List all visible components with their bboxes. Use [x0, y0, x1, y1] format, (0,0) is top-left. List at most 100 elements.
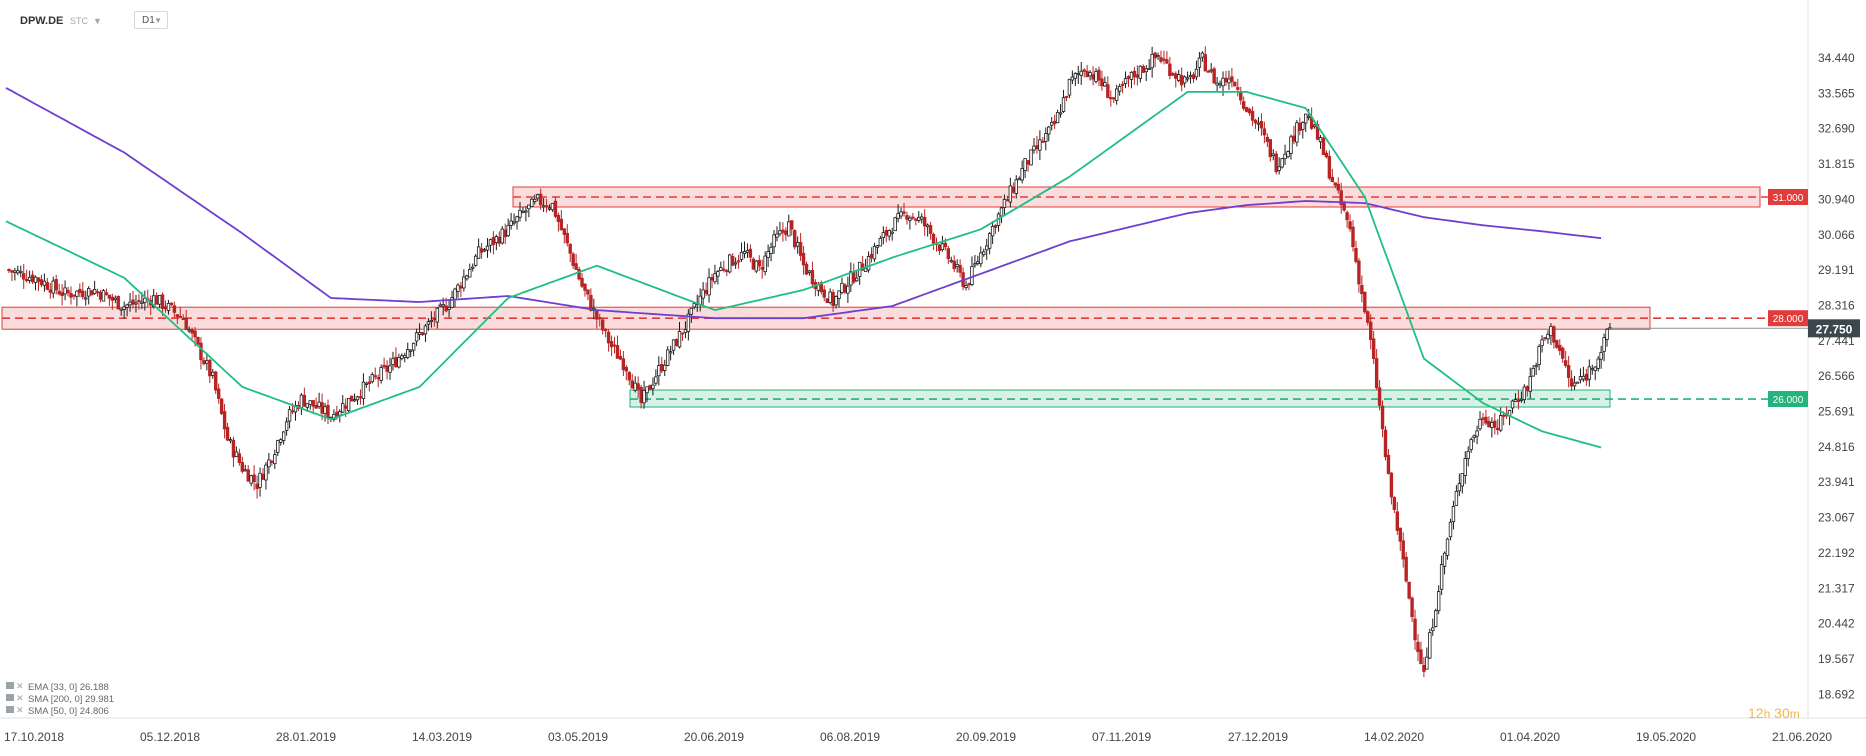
level-tag-label: 26.000: [1773, 395, 1804, 406]
candle-body: [1141, 66, 1145, 73]
candle-body: [905, 215, 909, 220]
chevron-down-icon: ▼: [154, 16, 162, 25]
symbol-label[interactable]: DPW.DE: [20, 15, 64, 27]
candle-body: [719, 267, 723, 271]
candle-body: [1605, 328, 1609, 340]
candle-body: [290, 410, 295, 413]
candle-body: [1286, 151, 1290, 158]
candle-body: [571, 253, 575, 266]
candle-body: [1055, 111, 1060, 124]
candle-body: [931, 233, 936, 244]
candle-body: [837, 290, 841, 299]
candle-body: [1250, 111, 1255, 121]
candle-body: [1047, 126, 1051, 135]
candle-body: [565, 232, 569, 244]
candle-body: [917, 216, 921, 221]
candle-body: [869, 253, 874, 259]
candle-body: [163, 306, 168, 310]
candle-body: [57, 290, 61, 295]
y-tick-label: 33.565: [1818, 86, 1855, 100]
candle-body: [556, 214, 561, 222]
chevron-down-icon[interactable]: ▼: [93, 16, 102, 26]
candle-body: [1168, 63, 1172, 76]
candle-body: [763, 255, 767, 273]
candle-body: [793, 230, 797, 248]
candle-body: [84, 297, 88, 300]
candle-body: [7, 269, 11, 272]
candle-body: [411, 342, 416, 351]
y-tick-label: 21.317: [1818, 581, 1855, 595]
candle-body: [190, 329, 194, 334]
close-icon: ✕: [16, 705, 24, 715]
candle-body: [1357, 260, 1361, 285]
candle-body: [544, 205, 549, 208]
candle-body: [222, 411, 227, 430]
candle-body: [72, 294, 76, 297]
candle-body: [435, 307, 439, 323]
candle-body: [1572, 382, 1577, 387]
candle-body: [1061, 97, 1066, 112]
candle-body: [1224, 77, 1228, 83]
candle-body: [1129, 71, 1134, 80]
candle-body: [1182, 76, 1187, 84]
candle-body: [1478, 418, 1482, 430]
candle-body: [1159, 57, 1163, 62]
candle-body: [33, 276, 38, 283]
candle-body: [967, 283, 971, 286]
candle-body: [320, 402, 324, 414]
candle-body: [1138, 65, 1143, 79]
candle-body: [423, 325, 428, 335]
candle-body: [441, 304, 445, 307]
chart-toolbar: DPW.DE STC ▼ D1 ▼: [0, 0, 1866, 32]
candle-body: [27, 276, 32, 281]
candle-body: [1599, 352, 1603, 360]
candle-body: [530, 198, 534, 207]
candle-body: [270, 460, 274, 463]
timeframe-select[interactable]: D1 ▼: [134, 11, 168, 29]
candle-body: [1345, 212, 1349, 221]
candle-body: [1457, 483, 1462, 492]
candle-body: [553, 200, 558, 217]
candle-body: [1324, 152, 1329, 158]
candle-body: [1109, 97, 1113, 100]
candle-body: [1374, 358, 1379, 389]
candle-body: [438, 304, 442, 307]
candle-body: [722, 268, 726, 271]
candle-body: [686, 313, 691, 332]
candle-body: [488, 239, 493, 246]
candle-body: [855, 277, 859, 282]
candle-body: [1558, 344, 1562, 351]
candle-body: [701, 289, 705, 299]
candle-body: [267, 459, 271, 468]
candle-body: [373, 375, 377, 378]
candle-body: [494, 236, 499, 243]
candle-body: [202, 360, 206, 365]
candle-body: [533, 198, 537, 202]
candle-body: [1106, 84, 1110, 99]
stc-label[interactable]: STC: [70, 16, 88, 26]
candle-body: [140, 301, 144, 304]
candle-body: [1360, 284, 1364, 295]
candle-body: [417, 332, 422, 335]
candle-body: [958, 264, 962, 273]
candle-body: [1032, 145, 1036, 151]
candle-body: [1410, 597, 1414, 618]
candle-body: [1064, 95, 1069, 98]
candle-body: [760, 267, 764, 270]
candle-body: [78, 288, 82, 293]
indicator-settings-icon: [6, 682, 14, 689]
candle-body: [1091, 74, 1095, 80]
candle-body: [376, 377, 380, 380]
candle-body: [1555, 340, 1559, 348]
candle-body: [1117, 86, 1122, 92]
candle-body: [651, 384, 655, 389]
candle-body: [1301, 122, 1305, 130]
candle-body: [574, 263, 578, 270]
candle-body: [1531, 367, 1535, 377]
candle-body: [730, 256, 735, 266]
candle-body: [583, 283, 587, 291]
candle-body: [252, 474, 256, 482]
candle-body: [1434, 610, 1438, 627]
candle-body: [1212, 68, 1216, 84]
